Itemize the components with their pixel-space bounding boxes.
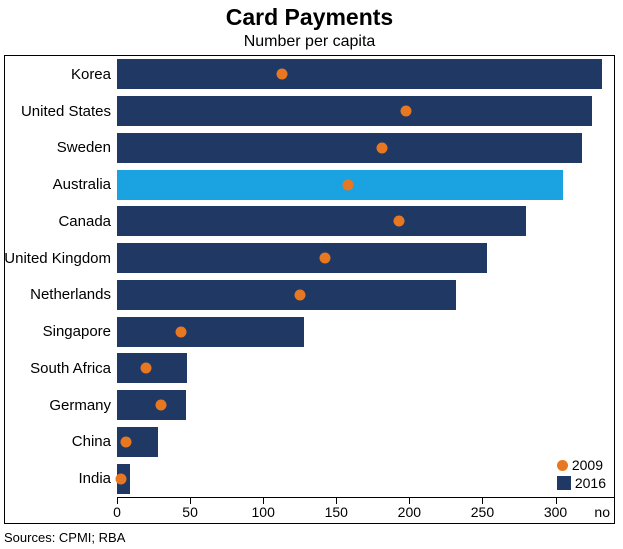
marker-2009 xyxy=(120,436,131,447)
bar-row xyxy=(117,166,614,203)
marker-2009 xyxy=(155,400,166,411)
bar-row xyxy=(117,240,614,277)
bar-row xyxy=(117,56,614,93)
marker-2009 xyxy=(401,106,412,117)
legend-square-icon xyxy=(557,476,571,490)
plot-area: no 050100150200250300 2009 2016 xyxy=(117,56,614,523)
y-axis-labels: Korea United States Sweden Australia Can… xyxy=(5,56,117,523)
chart-container: Card Payments Number per capita Korea Un… xyxy=(0,0,623,549)
chart-subtitle: Number per capita xyxy=(4,33,615,51)
bar-row xyxy=(117,203,614,240)
bar-row xyxy=(117,313,614,350)
bar-row xyxy=(117,130,614,167)
bar-row xyxy=(117,350,614,387)
y-label: Sweden xyxy=(5,130,117,167)
bar-2016 xyxy=(117,133,582,163)
x-axis-unit-label: no xyxy=(594,504,610,520)
x-tick-label: 0 xyxy=(113,504,121,520)
legend-label: 2009 xyxy=(572,457,603,473)
bar-row xyxy=(117,460,614,497)
y-label: Australia xyxy=(5,166,117,203)
y-label: Singapore xyxy=(5,313,117,350)
marker-2009 xyxy=(394,216,405,227)
chart-sources: Sources: CPMI; RBA xyxy=(4,530,615,545)
legend-item-2016: 2016 xyxy=(557,475,606,491)
legend-item-2009: 2009 xyxy=(557,457,606,473)
legend-dot-icon xyxy=(557,460,568,471)
bar-2016 xyxy=(117,206,526,236)
bars-area xyxy=(117,56,614,497)
marker-2009 xyxy=(176,326,187,337)
x-tick-label: 150 xyxy=(325,504,348,520)
chart-title: Card Payments xyxy=(4,4,615,31)
x-tick-label: 50 xyxy=(182,504,198,520)
bar-2016 xyxy=(117,280,456,310)
chart-titles: Card Payments Number per capita xyxy=(4,4,615,51)
y-label: Korea xyxy=(5,56,117,93)
bar-2016 xyxy=(117,170,563,200)
y-label: China xyxy=(5,424,117,461)
bar-row xyxy=(117,277,614,314)
marker-2009 xyxy=(294,289,305,300)
bar-row xyxy=(117,424,614,461)
y-label: Netherlands xyxy=(5,277,117,314)
y-label: Canada xyxy=(5,203,117,240)
legend-label: 2016 xyxy=(575,475,606,491)
marker-2009 xyxy=(141,363,152,374)
marker-2009 xyxy=(116,473,127,484)
bar-2016 xyxy=(117,390,186,420)
y-label: United Kingdom xyxy=(5,240,117,277)
x-tick-label: 200 xyxy=(398,504,421,520)
legend: 2009 2016 xyxy=(557,455,606,491)
marker-2009 xyxy=(342,179,353,190)
x-axis: no 050100150200250300 xyxy=(117,497,614,523)
x-tick-label: 100 xyxy=(251,504,274,520)
marker-2009 xyxy=(376,142,387,153)
x-tick-label: 250 xyxy=(471,504,494,520)
bar-2016 xyxy=(117,243,487,273)
bar-2016 xyxy=(117,353,187,383)
bar-2016 xyxy=(117,96,592,126)
bar-row xyxy=(117,387,614,424)
y-label: United States xyxy=(5,93,117,130)
bar-2016 xyxy=(117,317,304,347)
bar-row xyxy=(117,93,614,130)
x-tick-label: 300 xyxy=(544,504,567,520)
y-label: Germany xyxy=(5,387,117,424)
marker-2009 xyxy=(319,253,330,264)
y-label: South Africa xyxy=(5,350,117,387)
marker-2009 xyxy=(277,69,288,80)
bar-2016 xyxy=(117,59,602,89)
chart-plot-box: Korea United States Sweden Australia Can… xyxy=(4,55,615,524)
y-label: India xyxy=(5,460,117,497)
